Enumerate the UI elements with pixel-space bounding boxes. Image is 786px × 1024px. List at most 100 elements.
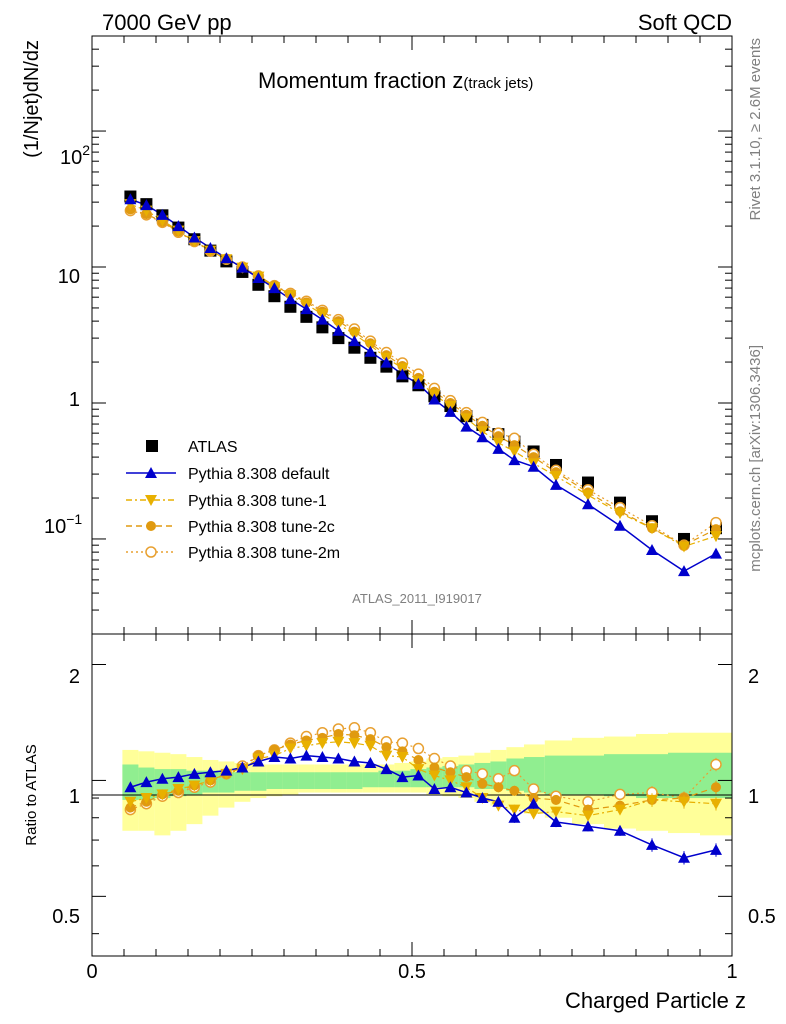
ratio-point-default xyxy=(204,766,217,778)
band-inner-bin xyxy=(572,755,604,795)
main-point-default xyxy=(492,442,505,454)
main-point-default xyxy=(428,393,441,405)
ratio-point-tune2m xyxy=(710,758,722,771)
main-point-default xyxy=(332,324,345,336)
legend-label-tune1: Pythia 8.308 tune-1 xyxy=(188,493,327,510)
main-plot: Momentum fraction z(track jets) (1/Njet)… xyxy=(21,35,733,635)
ratio-point-tune1 xyxy=(508,804,521,816)
ratio-ytick-left-05: 0.5 xyxy=(52,906,80,928)
ratio-point-tune2c xyxy=(477,778,488,789)
ratio-point-default xyxy=(156,772,169,784)
ratio-point-default xyxy=(646,838,658,850)
main-point-default xyxy=(172,220,185,232)
main-point-tune1 xyxy=(460,413,473,425)
ratio-point-default xyxy=(220,764,233,776)
x-axis-label: Charged Particle z xyxy=(565,988,746,1013)
ratio-point-tune2c xyxy=(413,754,424,765)
ytick-label-01: 10−1 xyxy=(44,511,82,538)
main-point-default xyxy=(678,565,690,577)
ytick-label-10: 10 xyxy=(58,266,80,288)
ytick-label-1: 1 xyxy=(69,389,80,411)
ratio-point-default xyxy=(476,792,489,804)
legend-marker-tune2m xyxy=(145,546,157,558)
band-inner-bin xyxy=(346,772,363,789)
ratio-ytick-right-05: 0.5 xyxy=(748,906,776,928)
main-point-default xyxy=(364,345,377,357)
ratio-point-tune2c xyxy=(509,785,520,796)
ratio-point-default xyxy=(550,815,562,827)
main-point-default xyxy=(476,431,489,443)
main-point-default xyxy=(124,193,137,205)
ytick-label-100: 102 xyxy=(60,142,90,169)
legend-label-default: Pythia 8.308 default xyxy=(188,466,330,483)
mcplots-label: mcplots.cern.ch [arXiv:1306.3436] xyxy=(747,345,764,572)
ratio-point-tune2c xyxy=(445,767,456,778)
ratio-ylabel: Ratio to ATLAS xyxy=(23,744,40,845)
xtick-label-0: 0 xyxy=(86,961,97,983)
main-point-default xyxy=(412,377,425,389)
ratio-point-tune1 xyxy=(284,743,297,755)
main-point-atlas xyxy=(268,290,281,303)
ratio-point-default xyxy=(710,843,722,855)
ratio-point-default xyxy=(188,767,201,779)
ratio-point-tune1 xyxy=(364,740,377,752)
ratio-point-tune1 xyxy=(300,740,313,752)
main-point-default xyxy=(268,282,281,294)
main-point-default xyxy=(348,335,361,347)
ratio-point-default xyxy=(444,781,457,793)
ratio-point-tune1 xyxy=(527,808,540,820)
ratio-line-tune2c xyxy=(130,733,717,811)
main-point-tune1 xyxy=(550,471,562,483)
ratio-point-default xyxy=(316,751,329,763)
header-right: Soft QCD xyxy=(638,10,732,35)
legend-marker-default xyxy=(145,467,157,478)
ratio-point-default xyxy=(380,763,393,775)
ratio-point-default xyxy=(492,795,505,807)
main-point-tune1 xyxy=(710,531,722,543)
ratio-point-tune2m xyxy=(527,783,540,795)
ratio-point-tune2c xyxy=(381,742,392,753)
ratio-point-default xyxy=(364,756,377,768)
ratio-point-tune1 xyxy=(396,752,409,764)
legend: ATLAS Pythia 8.308 default Pythia 8.308 … xyxy=(126,439,340,562)
main-point-default xyxy=(460,420,473,432)
main-title-text: Momentum fraction xyxy=(258,68,452,93)
legend-label-atlas: ATLAS xyxy=(188,439,238,456)
ratio-point-tune2c xyxy=(493,782,504,793)
main-ylabel: (1/Njet)dN/dz xyxy=(21,40,43,158)
ratio-point-tune1 xyxy=(444,775,457,787)
main-point-default xyxy=(236,261,249,273)
band-inner-bin xyxy=(330,772,347,789)
main-x-ticks xyxy=(91,36,733,634)
band-inner-bin xyxy=(298,772,315,789)
main-point-tune1 xyxy=(508,446,521,458)
band-inner-bin xyxy=(544,755,572,795)
ratio-plot: Ratio to ATLAS 0.5 1 2 0.5 1 2 xyxy=(23,633,776,957)
ratio-point-tune2m xyxy=(412,742,425,755)
main-point-tune1 xyxy=(582,490,594,502)
band-inner-bin xyxy=(250,772,267,791)
main-point-tune1 xyxy=(646,523,658,535)
ratio-point-default xyxy=(268,751,281,763)
main-point-default xyxy=(380,356,393,368)
main-title: Momentum fraction z(track jets) xyxy=(258,68,533,93)
ratio-point-default xyxy=(300,749,313,761)
ratio-point-tune2c xyxy=(551,794,561,805)
legend-marker-tune1 xyxy=(145,495,157,506)
main-point-default xyxy=(614,519,626,531)
main-point-default xyxy=(527,460,540,472)
band-inner-bin xyxy=(524,757,545,793)
band-inner-bin xyxy=(314,772,331,789)
ratio-point-default xyxy=(348,755,361,767)
ratio-point-default xyxy=(527,797,540,809)
legend-marker-atlas xyxy=(146,440,158,452)
ratio-point-tune2m xyxy=(508,764,521,777)
ratio-point-default xyxy=(678,851,690,863)
band-inner-bin xyxy=(266,772,283,789)
ratio-point-tune1 xyxy=(614,804,626,816)
ratio-y-ticks xyxy=(92,663,732,935)
main-point-default xyxy=(220,252,233,264)
ratio-point-tune2m xyxy=(614,788,626,801)
ratio-point-tune1 xyxy=(188,780,201,792)
ratio-line-tune2m xyxy=(130,727,717,811)
